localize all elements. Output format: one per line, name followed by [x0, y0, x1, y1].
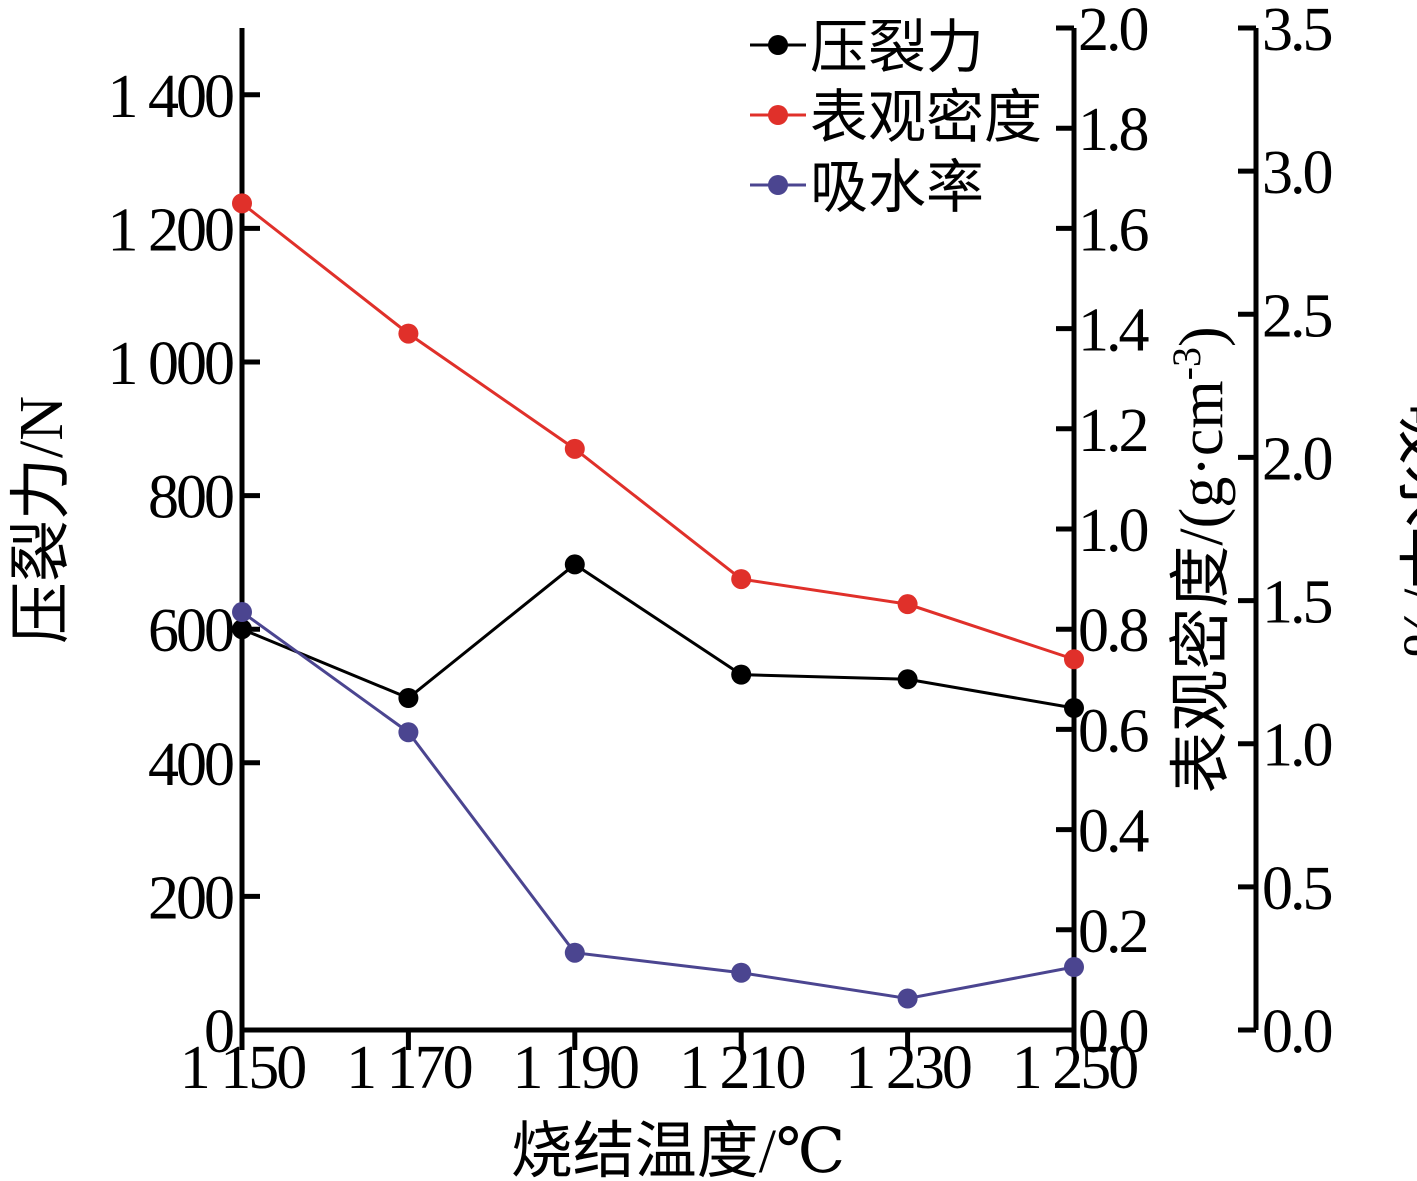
right1-axis-title-main: 表观密度/(g·cm — [1168, 380, 1236, 793]
series-0-point — [564, 554, 585, 575]
x-axis-title: 烧结温度/℃ — [511, 1118, 846, 1181]
right1-tick-label: 0.6 — [1078, 697, 1149, 765]
series-line-2 — [241, 610, 1075, 1001]
right2-tick-label: 0.5 — [1262, 855, 1332, 923]
series-line-0 — [241, 562, 1075, 710]
series-2-point — [232, 602, 252, 623]
series-2-point — [564, 942, 585, 963]
right1-tick-label: 0.0 — [1078, 998, 1148, 1066]
series-2-point — [897, 988, 918, 1009]
x-tick-label: 1 190 — [513, 1034, 639, 1102]
series-1-point — [232, 193, 252, 214]
series-1-point — [731, 569, 752, 590]
left-tick-label: 1 400 — [108, 63, 234, 131]
right2-tick-label: 3.0 — [1262, 139, 1332, 207]
right1-axis-title-close: ) — [1168, 326, 1236, 347]
x-tick-label: 1 150 — [180, 1034, 306, 1102]
right1-tick-label: 1.4 — [1078, 297, 1150, 365]
axis-titles: 烧结温度/℃ 压裂力/N 表观密度/(g·cm-3) 吸水率/% — [8, 326, 1417, 1181]
right2-tick-label: 3.5 — [1262, 0, 1332, 64]
right2-axis-title: 吸水率/% — [1391, 403, 1417, 658]
right1-tick-label: 1.0 — [1078, 497, 1148, 565]
series-layer — [232, 193, 1084, 1009]
series-0-point — [398, 688, 419, 709]
series-0-point — [1064, 698, 1084, 719]
series-1-point — [398, 323, 419, 344]
series-2-point — [731, 962, 752, 983]
series-1-point — [897, 594, 918, 615]
x-tick-label: 1 250 — [1012, 1034, 1138, 1102]
x-tick-label: 1 230 — [845, 1034, 971, 1102]
right1-tick-label: 1.2 — [1078, 397, 1147, 465]
legend-marker-2 — [768, 175, 788, 195]
right1-tick-label: 1.6 — [1078, 196, 1149, 264]
legend-marker-1 — [768, 105, 788, 125]
legend-label-0: 压裂力 — [810, 15, 984, 80]
series-line-1 — [241, 202, 1075, 661]
series-0-point — [897, 669, 918, 690]
series-0-point — [731, 664, 752, 685]
series-1-point — [564, 438, 585, 459]
legend-label-1: 表观密度 — [810, 85, 1042, 150]
right1-tick-label: 1.8 — [1078, 96, 1148, 164]
right2-tick-label: 1.0 — [1262, 712, 1332, 780]
x-tick-label: 1 210 — [679, 1034, 805, 1102]
left-tick-label: 1 000 — [108, 330, 234, 398]
legend-label-2: 吸水率 — [810, 155, 984, 220]
series-2-point — [398, 722, 419, 743]
right1-tick-label: 0.4 — [1078, 798, 1150, 866]
left-tick-label: 0 — [204, 998, 233, 1066]
left-axis-title: 压裂力/N — [8, 396, 76, 644]
right1-axis-title: 表观密度/(g·cm-3) — [1164, 326, 1236, 793]
right2-tick-label: 1.5 — [1262, 569, 1332, 637]
right1-axis-title-sup: -3 — [1164, 347, 1209, 380]
right1-tick-label: 0.2 — [1078, 898, 1147, 966]
left-tick-label: 400 — [148, 731, 233, 799]
right1-tick-label: 0.8 — [1078, 597, 1148, 665]
series-0-point — [232, 619, 252, 640]
series-1-point — [1064, 649, 1084, 670]
legend-marker-0 — [768, 35, 788, 55]
left-tick-label: 200 — [148, 864, 233, 932]
left-tick-label: 800 — [148, 464, 233, 532]
right2-tick-label: 0.0 — [1262, 998, 1332, 1066]
right2-tick-label: 2.0 — [1262, 425, 1332, 493]
left-tick-label: 1 200 — [108, 196, 234, 264]
right2-tick-label: 2.5 — [1262, 282, 1332, 350]
right1-tick-label: 2.0 — [1078, 0, 1148, 64]
series-2-point — [1064, 957, 1084, 978]
left-tick-label: 600 — [148, 597, 233, 665]
x-tick-label: 1 170 — [346, 1034, 472, 1102]
axes-layer: 1 150 1 170 1 190 1 210 1 230 1 250 0 200 400 600… — [108, 0, 1335, 1102]
